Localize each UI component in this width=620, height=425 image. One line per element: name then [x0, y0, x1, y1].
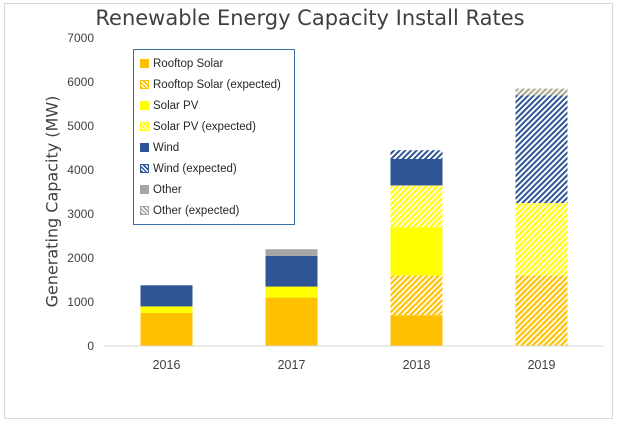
legend-label: Other [153, 183, 182, 196]
legend-item: Other (expected) [140, 200, 288, 221]
bar-segment [265, 286, 318, 298]
axes-group: 0 1000 2000 3000 4000 5000 6000 7000 2016 2017 201… [67, 31, 604, 372]
legend-label: Solar PV [153, 99, 199, 112]
x-tick-label: 2016 [153, 358, 181, 372]
y-tick-label: 6000 [67, 75, 94, 89]
bar-segment [515, 95, 568, 203]
legend-item: Rooftop Solar (expected) [140, 74, 288, 95]
bar-segment [265, 255, 318, 287]
y-tick-label: 0 [87, 339, 94, 353]
y-tick-label: 4000 [67, 163, 94, 177]
legend-label: Wind (expected) [153, 162, 237, 175]
legend-item: Rooftop Solar [140, 53, 288, 74]
y-tick-label: 5000 [67, 119, 94, 133]
bar-segment [390, 150, 443, 159]
bar-segment [265, 249, 318, 256]
bar-segment [140, 306, 193, 313]
y-tick-label: 2000 [67, 251, 94, 265]
legend-swatch [140, 206, 149, 215]
legend-swatch [140, 59, 149, 68]
bar-segment [515, 88, 568, 96]
bar-segment [390, 315, 443, 346]
x-tick-label: 2017 [278, 358, 306, 372]
x-tick-label: 2018 [403, 358, 431, 372]
legend-label: Rooftop Solar (expected) [153, 78, 281, 91]
legend-swatch [140, 80, 149, 89]
bar-segment [515, 275, 568, 346]
bar-segment [390, 185, 443, 228]
chart-legend: Rooftop Solar Rooftop Solar (expected) Sol… [133, 49, 295, 225]
bars-group [140, 88, 568, 346]
legend-item: Solar PV [140, 95, 288, 116]
y-tick-label: 3000 [67, 207, 94, 221]
y-tick-label: 1000 [67, 295, 94, 309]
legend-swatch [140, 122, 149, 131]
legend-label: Wind [153, 141, 180, 154]
bar-segment [265, 297, 318, 346]
legend-swatch [140, 101, 149, 110]
legend-item: Wind (expected) [140, 158, 288, 179]
legend-swatch [140, 143, 149, 152]
bar-segment [390, 275, 443, 316]
bar-segment [140, 313, 193, 346]
bar-segment [390, 227, 443, 276]
bar-segment [140, 285, 193, 307]
legend-swatch [140, 185, 149, 194]
legend-item: Wind [140, 137, 288, 158]
chart-title: Renewable Energy Capacity Install Rates [95, 6, 525, 30]
y-tick-label: 7000 [67, 31, 94, 45]
legend-item: Other [140, 179, 288, 200]
legend-label: Rooftop Solar [153, 57, 224, 70]
chart-frame [4, 3, 613, 419]
legend-item: Solar PV (expected) [140, 116, 288, 137]
legend-label: Solar PV (expected) [153, 120, 256, 133]
legend-swatch [140, 164, 149, 173]
legend-label: Other (expected) [153, 204, 240, 217]
bar-segment [515, 203, 568, 276]
bar-segment [390, 159, 443, 186]
x-tick-label: 2019 [528, 358, 556, 372]
